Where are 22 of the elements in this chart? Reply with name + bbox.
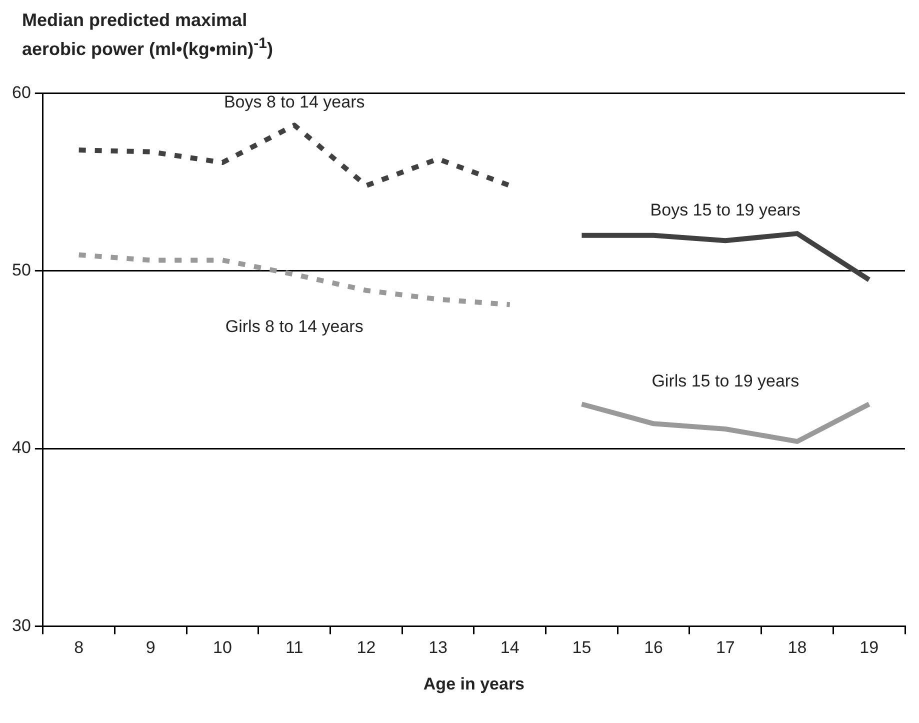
series-label: Girls 8 to 14 years [225, 316, 364, 336]
y-axis-title: Median predicted maximal aerobic power (ml•(kg•min)$^{-1}$) [22, 9, 274, 61]
x-tick-label: 8 [74, 638, 84, 658]
x-tick-label: 18 [788, 638, 807, 658]
x-tick-label: 12 [356, 638, 376, 658]
series-label: Boys 8 to 14 years [224, 92, 365, 112]
y-tick-label: 50 [12, 260, 31, 280]
x-axis-title: Age in years [423, 674, 525, 694]
y-tick-label: 30 [12, 616, 31, 635]
x-tick-label: 11 [286, 638, 304, 658]
x-tick-label: 9 [146, 638, 156, 658]
x-tick-label: 14 [500, 638, 520, 658]
x-tick-label: 17 [716, 638, 735, 658]
x-tick-label: 13 [428, 638, 448, 658]
x-tick-label: 19 [860, 638, 879, 658]
y-tick-label: 40 [12, 438, 31, 458]
x-tick-label: 15 [572, 638, 592, 658]
series-label: Boys 15 to 19 years [650, 200, 801, 220]
x-tick-label: 10 [213, 638, 232, 658]
y-tick-label: 60 [12, 82, 31, 102]
series-label: Girls 15 to 19 years [652, 371, 800, 390]
x-tick-label: 16 [644, 638, 664, 658]
